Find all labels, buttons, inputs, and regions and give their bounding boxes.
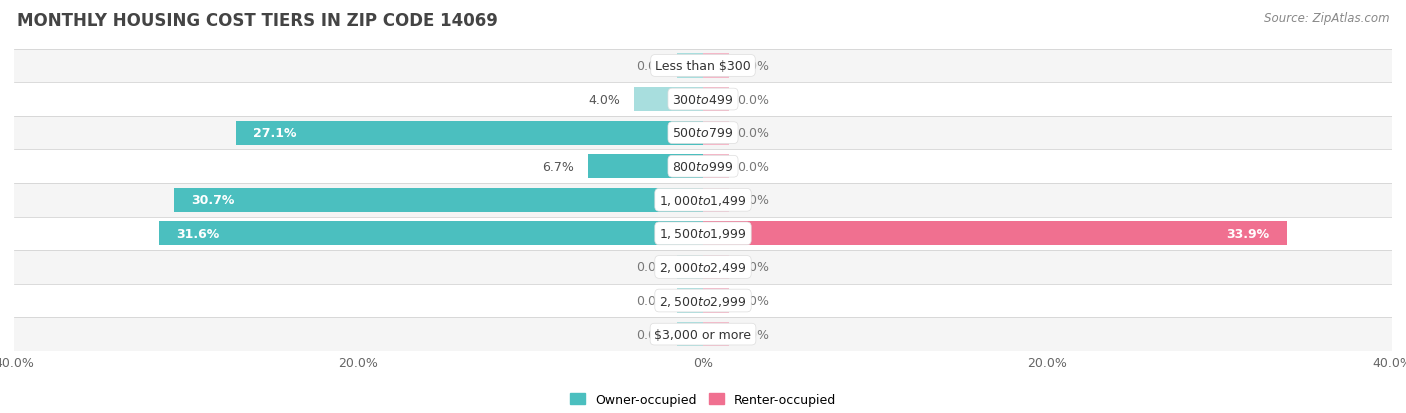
Bar	[159, 222, 703, 246]
Text: $800 to $999: $800 to $999	[672, 160, 734, 173]
Bar	[678, 121, 703, 145]
Text: 0.0%: 0.0%	[738, 127, 769, 140]
Bar	[678, 88, 703, 112]
Text: $2,000 to $2,499: $2,000 to $2,499	[659, 260, 747, 274]
Text: 0.0%: 0.0%	[738, 194, 769, 207]
Text: 0.0%: 0.0%	[637, 60, 669, 73]
Bar	[14, 217, 1392, 251]
Text: $1,500 to $1,999: $1,500 to $1,999	[659, 227, 747, 241]
Text: 33.9%: 33.9%	[1226, 227, 1270, 240]
Bar	[14, 251, 1392, 284]
Text: 0.0%: 0.0%	[637, 261, 669, 274]
Text: $1,000 to $1,499: $1,000 to $1,499	[659, 193, 747, 207]
Text: 0.0%: 0.0%	[738, 328, 769, 341]
Text: 4.0%: 4.0%	[589, 93, 620, 106]
Text: $500 to $799: $500 to $799	[672, 127, 734, 140]
Bar	[703, 289, 728, 313]
Text: Less than $300: Less than $300	[655, 60, 751, 73]
Legend: Owner-occupied, Renter-occupied: Owner-occupied, Renter-occupied	[565, 388, 841, 411]
Bar	[678, 155, 703, 179]
Text: Source: ZipAtlas.com: Source: ZipAtlas.com	[1264, 12, 1389, 25]
Text: 0.0%: 0.0%	[637, 294, 669, 307]
Text: 0.0%: 0.0%	[738, 261, 769, 274]
Text: $2,500 to $2,999: $2,500 to $2,999	[659, 294, 747, 308]
Bar	[14, 83, 1392, 116]
Text: 31.6%: 31.6%	[176, 227, 219, 240]
Bar	[14, 50, 1392, 83]
Bar	[588, 155, 703, 179]
Text: 0.0%: 0.0%	[738, 60, 769, 73]
Bar	[678, 188, 703, 212]
Bar	[703, 121, 728, 145]
Bar	[703, 222, 1286, 246]
Text: 0.0%: 0.0%	[637, 328, 669, 341]
Bar	[703, 322, 728, 347]
Bar	[14, 116, 1392, 150]
Bar	[236, 121, 703, 145]
Bar	[703, 155, 728, 179]
Text: $3,000 or more: $3,000 or more	[655, 328, 751, 341]
Bar	[174, 188, 703, 212]
Bar	[14, 284, 1392, 318]
Text: 30.7%: 30.7%	[191, 194, 235, 207]
Text: 0.0%: 0.0%	[738, 93, 769, 106]
Bar	[678, 255, 703, 279]
Bar	[678, 54, 703, 78]
Bar	[678, 322, 703, 347]
Text: 6.7%: 6.7%	[541, 160, 574, 173]
Text: MONTHLY HOUSING COST TIERS IN ZIP CODE 14069: MONTHLY HOUSING COST TIERS IN ZIP CODE 1…	[17, 12, 498, 30]
Bar	[159, 222, 703, 246]
Bar	[703, 88, 728, 112]
Bar	[634, 88, 703, 112]
Bar	[634, 88, 703, 112]
Bar	[703, 54, 728, 78]
Bar	[703, 255, 728, 279]
Bar	[703, 188, 728, 212]
Text: 27.1%: 27.1%	[253, 127, 297, 140]
Bar	[14, 150, 1392, 183]
Bar	[174, 188, 703, 212]
Bar	[588, 155, 703, 179]
Text: $300 to $499: $300 to $499	[672, 93, 734, 106]
Bar	[14, 183, 1392, 217]
Text: 0.0%: 0.0%	[738, 160, 769, 173]
Bar	[703, 222, 728, 246]
Bar	[678, 222, 703, 246]
Bar	[236, 121, 703, 145]
Bar	[678, 289, 703, 313]
Bar	[14, 318, 1392, 351]
Text: 0.0%: 0.0%	[738, 294, 769, 307]
